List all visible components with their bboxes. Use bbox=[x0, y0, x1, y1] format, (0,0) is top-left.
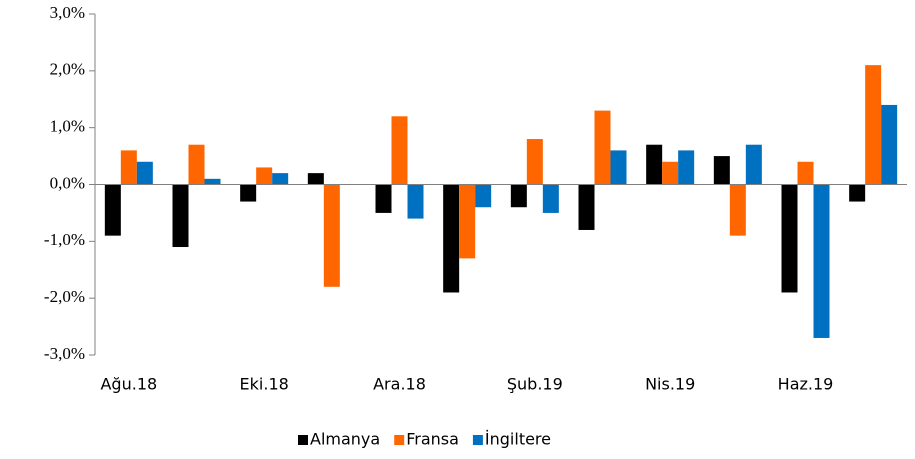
y-tick-label: 3,0% bbox=[50, 3, 85, 22]
bar bbox=[813, 184, 830, 338]
y-tick-label: 0,0% bbox=[50, 173, 85, 192]
x-tick-label: Nis.19 bbox=[645, 375, 695, 394]
bar bbox=[781, 184, 798, 293]
bar bbox=[713, 156, 730, 185]
legend-swatch bbox=[472, 435, 483, 445]
y-tick-label: -3,0% bbox=[44, 344, 85, 363]
bar bbox=[594, 110, 611, 185]
legend-swatch bbox=[298, 435, 308, 445]
bar bbox=[120, 150, 137, 185]
legend-label: Fransa bbox=[406, 430, 459, 449]
bar bbox=[188, 144, 205, 185]
bar bbox=[272, 173, 289, 185]
bar bbox=[307, 173, 324, 185]
bar bbox=[172, 184, 189, 248]
x-tick-label: Ağu.18 bbox=[100, 375, 157, 394]
bar bbox=[510, 184, 527, 208]
bar bbox=[745, 144, 762, 185]
bar bbox=[256, 167, 273, 185]
bar bbox=[797, 161, 814, 185]
bar bbox=[610, 150, 627, 185]
bar bbox=[136, 161, 153, 185]
bar bbox=[204, 178, 221, 185]
bar bbox=[443, 184, 460, 293]
y-tick-label: 1,0% bbox=[50, 117, 85, 136]
bar bbox=[849, 184, 866, 202]
bar bbox=[407, 184, 424, 219]
bar bbox=[542, 184, 559, 213]
bar bbox=[729, 184, 746, 236]
y-tick-label: 2,0% bbox=[50, 60, 85, 79]
bar bbox=[475, 184, 492, 208]
bar bbox=[240, 184, 257, 202]
bar bbox=[881, 104, 898, 185]
bar bbox=[662, 161, 679, 185]
bar bbox=[323, 184, 340, 287]
bar bbox=[375, 184, 392, 213]
bar bbox=[526, 139, 543, 185]
legend-label: İngiltere bbox=[485, 430, 551, 449]
bar bbox=[459, 184, 476, 259]
bar bbox=[865, 65, 882, 185]
x-tick-label: Şub.19 bbox=[507, 375, 563, 394]
x-tick-label: Ara.18 bbox=[373, 375, 426, 394]
bar bbox=[646, 144, 663, 185]
bar bbox=[391, 116, 408, 185]
legend-swatch bbox=[394, 435, 405, 445]
bar bbox=[104, 184, 121, 236]
bar bbox=[578, 184, 595, 230]
legend-label: Almanya bbox=[310, 430, 380, 449]
x-tick-label: Eki.18 bbox=[240, 375, 289, 394]
x-tick-label: Haz.19 bbox=[778, 375, 834, 394]
bar bbox=[678, 150, 695, 185]
y-tick-label: -1,0% bbox=[44, 230, 85, 249]
y-tick-label: -2,0% bbox=[44, 287, 85, 306]
